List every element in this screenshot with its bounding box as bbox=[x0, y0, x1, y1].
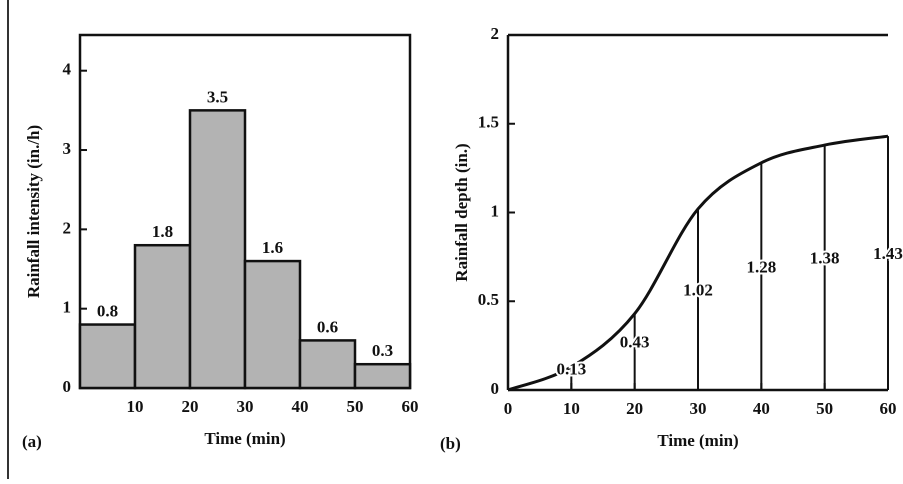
x-tick-label: 40 bbox=[292, 397, 309, 416]
y-tick-label: 2 bbox=[63, 218, 72, 237]
bar bbox=[353, 362, 412, 390]
x-tick-label: 50 bbox=[347, 397, 364, 416]
panel-label: (b) bbox=[440, 434, 461, 453]
x-axis-label: Time (min) bbox=[657, 431, 738, 450]
bar bbox=[298, 339, 357, 390]
value-label: 0.8 bbox=[97, 301, 118, 320]
y-axis-label: Rainfall intensity (in./h) bbox=[24, 125, 43, 298]
value-label: 0.3 bbox=[372, 341, 393, 360]
value-label: 1.8 bbox=[152, 222, 173, 241]
x-tick-label: 10 bbox=[127, 397, 144, 416]
bar bbox=[78, 323, 137, 390]
value-label: 1.28 bbox=[746, 257, 776, 276]
y-tick-label: 1.5 bbox=[478, 113, 499, 132]
x-tick-label: 60 bbox=[880, 399, 897, 418]
x-tick-label: 20 bbox=[182, 397, 199, 416]
value-label: 0.43 bbox=[620, 333, 650, 352]
y-tick-label: 2 bbox=[491, 24, 500, 43]
x-tick-label: 30 bbox=[690, 399, 707, 418]
y-tick-label: 3 bbox=[63, 139, 72, 158]
y-tick-label: 0 bbox=[491, 379, 500, 398]
value-label: 1.38 bbox=[810, 248, 840, 267]
x-tick-label: 20 bbox=[626, 399, 643, 418]
x-tick-label: 0 bbox=[504, 399, 513, 418]
value-label: 1.02 bbox=[683, 280, 713, 299]
value-label: 3.5 bbox=[207, 87, 228, 106]
x-tick-label: 60 bbox=[402, 397, 419, 416]
panel-label: (a) bbox=[22, 432, 42, 451]
x-tick-label: 30 bbox=[237, 397, 254, 416]
bar bbox=[188, 109, 247, 390]
x-tick-label: 50 bbox=[816, 399, 833, 418]
y-axis-label: Rainfall depth (in.) bbox=[452, 143, 471, 281]
x-axis-label: Time (min) bbox=[204, 429, 285, 448]
x-tick-label: 40 bbox=[753, 399, 770, 418]
y-tick-label: 0 bbox=[63, 377, 72, 396]
y-tick-label: 0.5 bbox=[478, 290, 499, 309]
bar bbox=[243, 259, 302, 390]
y-tick-label: 4 bbox=[63, 60, 72, 79]
x-tick-label: 10 bbox=[563, 399, 580, 418]
y-tick-label: 1 bbox=[491, 201, 500, 220]
value-label: 1.6 bbox=[262, 238, 283, 257]
value-label: 0.13 bbox=[556, 359, 586, 378]
value-label: 0.6 bbox=[317, 317, 338, 336]
value-label: 1.43 bbox=[873, 244, 903, 263]
y-tick-label: 1 bbox=[63, 298, 72, 317]
bar bbox=[133, 243, 192, 390]
